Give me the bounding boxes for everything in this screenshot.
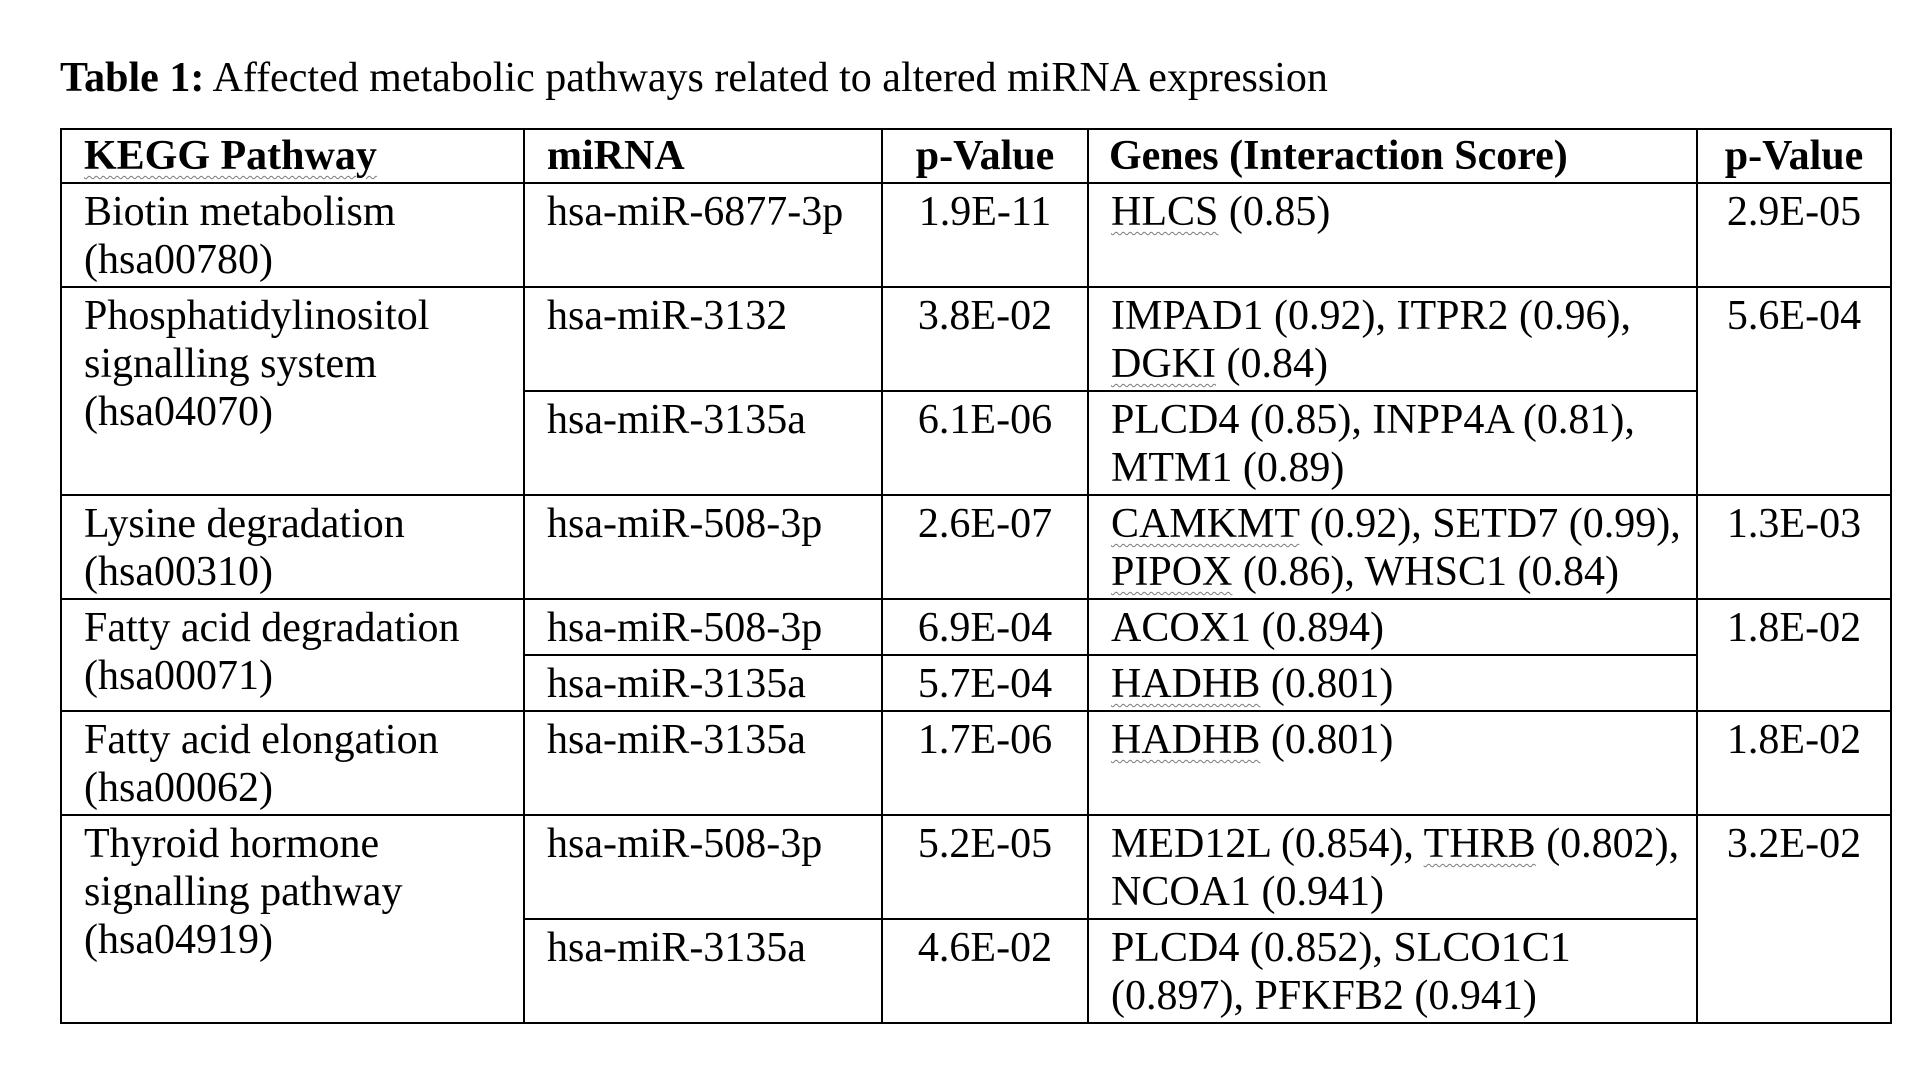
gene-name: WHSC1 <box>1364 549 1507 595</box>
table-row: hsa-miR-3135a 5.7E-04 HADHB (0.801) <box>61 654 1891 712</box>
header-p-value: p-Value <box>881 128 1089 184</box>
pathway-p-value-cell: 3.2E-02 <box>1696 814 1892 1024</box>
gene-score: (0.96), <box>1519 293 1631 339</box>
header-genes: Genes (Interaction Score) <box>1087 128 1698 184</box>
gene-name: PFKFB2 <box>1254 973 1404 1019</box>
mirna-cell: hsa-miR-3135a <box>523 918 883 1024</box>
gene-name: INPP4A <box>1372 397 1513 443</box>
gene-score: (0.801) <box>1270 661 1394 707</box>
pathway-cell: Lysine degradation (hsa00310) <box>60 494 525 600</box>
pathway-cell: Thyroid hormone signalling pathway (hsa0… <box>60 814 525 1024</box>
mirna-p-value-cell: 5.7E-04 <box>881 654 1089 712</box>
gene-name: DGKI <box>1111 341 1216 387</box>
table-row: Fatty acid degradation (hsa00071) hsa-mi… <box>60 598 1892 712</box>
gene-score: (0.86), <box>1242 549 1355 595</box>
genes-cell: HADHB (0.801) <box>1087 654 1698 712</box>
genes-cell: PLCD4 (0.852), SLCO1C1 (0.897), PFKFB2 (… <box>1087 918 1698 1024</box>
gene-name: SLCO1C1 <box>1393 925 1571 971</box>
header-kegg-pathway: KEGG Pathway <box>60 128 525 184</box>
mirna-cell: hsa-miR-3132 <box>523 286 883 392</box>
gene-name: ITPR2 <box>1396 293 1509 339</box>
table-caption: Table 1: Affected metabolic pathways rel… <box>60 48 1328 108</box>
gene-score: (0.897), <box>1111 973 1244 1019</box>
mirna-p-value-cell: 6.1E-06 <box>881 390 1089 496</box>
gene-score: (0.854), <box>1280 821 1414 867</box>
genes-cell: HLCS (0.85) <box>1087 182 1698 288</box>
mirna-cell: hsa-miR-3135a <box>523 390 883 496</box>
caption-label: Table 1: <box>60 55 205 101</box>
gene-score: (0.802), <box>1546 821 1680 867</box>
table-row: Thyroid hormone signalling pathway (hsa0… <box>60 814 1892 1024</box>
pathway-p-value-cell: 1.8E-02 <box>1696 710 1892 816</box>
table-row: Lysine degradation (hsa00310) hsa-miR-50… <box>60 494 1892 600</box>
gene-name: NCOA1 <box>1111 869 1252 915</box>
genes-cell: HADHB (0.801) <box>1087 710 1698 816</box>
pathway-p-value-cell: 2.9E-05 <box>1696 182 1892 288</box>
genes-cell: ACOX1 (0.894) <box>1087 598 1698 656</box>
mirna-cell: hsa-miR-508-3p <box>523 598 883 656</box>
genes-cell: IMPAD1 (0.92), ITPR2 (0.96), DGKI (0.84) <box>1087 286 1698 392</box>
gene-score: (0.92), <box>1309 501 1422 547</box>
gene-name: SETD7 <box>1432 501 1559 547</box>
table-row: hsa-miR-3135a 4.6E-02 PLCD4 (0.852), SLC… <box>61 918 1891 1024</box>
mirna-p-value-cell: 1.7E-06 <box>881 710 1089 816</box>
gene-score: (0.894) <box>1261 605 1384 651</box>
pathway-cell: Fatty acid degradation (hsa00071) <box>60 598 525 712</box>
gene-score: (0.941) <box>1261 869 1384 915</box>
gene-name: PIPOX <box>1111 549 1233 595</box>
gene-score: (0.85), <box>1249 397 1362 443</box>
gene-name: PLCD4 <box>1111 925 1240 971</box>
mirna-cell: hsa-miR-508-3p <box>523 814 883 920</box>
table-row: hsa-miR-3135a 6.1E-06 PLCD4 (0.85), INPP… <box>61 390 1891 496</box>
gene-name: THRB <box>1423 821 1536 867</box>
mirna-p-value-cell: 1.9E-11 <box>881 182 1089 288</box>
gene-score: (0.85) <box>1228 189 1331 235</box>
genes-cell: PLCD4 (0.85), INPP4A (0.81), MTM1 (0.89) <box>1087 390 1698 496</box>
pathway-table: KEGG Pathway miRNA p-Value Genes (Intera… <box>60 128 1892 1024</box>
gene-score: (0.81), <box>1522 397 1635 443</box>
pathway-p-value-cell: 1.3E-03 <box>1696 494 1892 600</box>
pathway-cell: Biotin metabolism (hsa00780) <box>60 182 525 288</box>
mirna-p-value-cell: 3.8E-02 <box>881 286 1089 392</box>
header-kegg-label: KEGG Pathway <box>84 133 377 179</box>
mirna-p-value-cell: 2.6E-07 <box>881 494 1089 600</box>
table-row: Fatty acid elongation (hsa00062) hsa-miR… <box>60 710 1892 816</box>
mirna-cell: hsa-miR-3135a <box>523 710 883 816</box>
gene-name: HLCS <box>1111 189 1219 235</box>
pathway-p-value-cell: 5.6E-04 <box>1696 286 1892 496</box>
pathway-cell: Phosphatidylinositol signalling system (… <box>60 286 525 496</box>
genes-cell: CAMKMT (0.92), SETD7 (0.99), PIPOX (0.86… <box>1087 494 1698 600</box>
gene-name: HADHB <box>1111 717 1261 763</box>
pathway-cell: Fatty acid elongation (hsa00062) <box>60 710 525 816</box>
gene-score: (0.941) <box>1414 973 1537 1019</box>
gene-name: MTM1 <box>1111 445 1233 491</box>
gene-score: (0.84) <box>1226 341 1328 387</box>
caption-text: Affected metabolic pathways related to a… <box>204 55 1328 101</box>
header-row: KEGG Pathway miRNA p-Value Genes (Intera… <box>60 128 1892 184</box>
gene-score: (0.89) <box>1242 445 1345 491</box>
gene-score: (0.84) <box>1517 549 1619 595</box>
mirna-p-value-cell: 4.6E-02 <box>881 918 1089 1024</box>
gene-name: IMPAD1 <box>1111 293 1264 339</box>
gene-name: HADHB <box>1111 661 1261 707</box>
genes-cell: MED12L (0.854), THRB (0.802), NCOA1 (0.9… <box>1087 814 1698 920</box>
table-row: Biotin metabolism (hsa00780) hsa-miR-687… <box>60 182 1892 288</box>
gene-score: (0.852), <box>1249 925 1383 971</box>
mirna-p-value-cell: 6.9E-04 <box>881 598 1089 656</box>
pathway-p-value-cell: 1.8E-02 <box>1696 598 1892 712</box>
gene-score: (0.99), <box>1568 501 1681 547</box>
gene-score: (0.801) <box>1270 717 1394 763</box>
table-row: Phosphatidylinositol signalling system (… <box>60 286 1892 496</box>
mirna-cell: hsa-miR-3135a <box>523 654 883 712</box>
gene-name: PLCD4 <box>1111 397 1240 443</box>
header-p-value-pathway: p-Value <box>1696 128 1892 184</box>
gene-name: MED12L <box>1111 821 1271 867</box>
gene-name: CAMKMT <box>1111 501 1300 547</box>
mirna-cell: hsa-miR-6877-3p <box>523 182 883 288</box>
gene-score: (0.92), <box>1274 293 1386 339</box>
header-mirna: miRNA <box>523 128 883 184</box>
gene-name: ACOX1 <box>1111 605 1252 651</box>
mirna-cell: hsa-miR-508-3p <box>523 494 883 600</box>
mirna-p-value-cell: 5.2E-05 <box>881 814 1089 920</box>
